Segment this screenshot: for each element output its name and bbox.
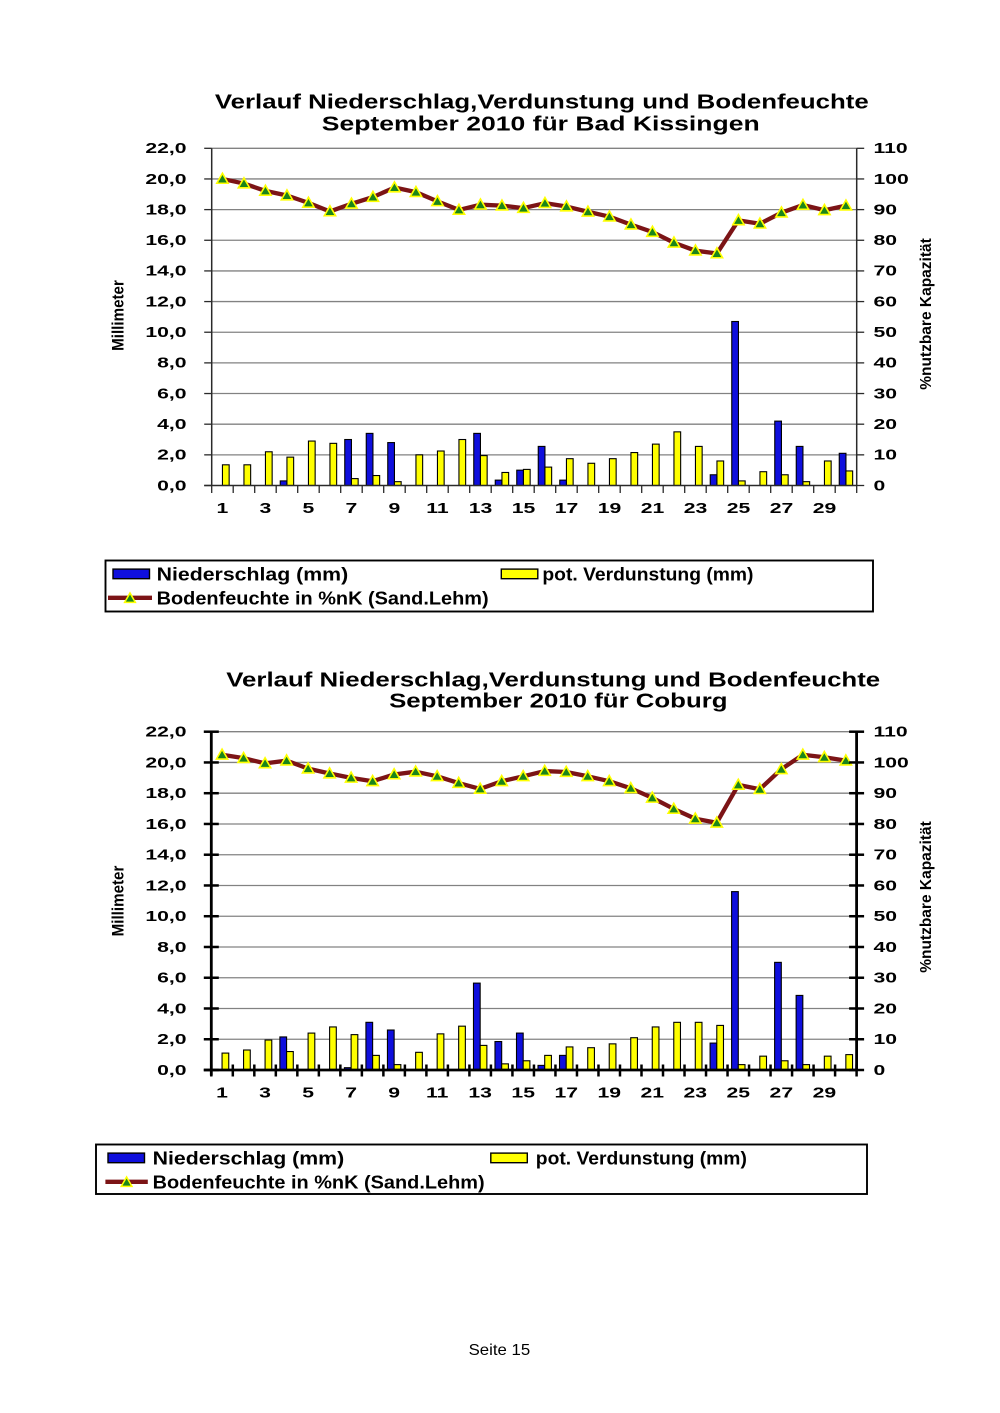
svg-text:16,0: 16,0 (145, 816, 186, 832)
svg-text:50: 50 (874, 324, 898, 340)
svg-text:40: 40 (874, 939, 898, 955)
svg-text:4,0: 4,0 (157, 1001, 186, 1017)
svg-text:September 2010 für Coburg: September 2010 für Coburg (389, 689, 727, 712)
svg-text:14,0: 14,0 (145, 263, 186, 279)
svg-text:23: 23 (684, 500, 708, 516)
svg-text:11: 11 (426, 1085, 448, 1101)
svg-text:29: 29 (813, 500, 837, 516)
svg-text:21: 21 (640, 1085, 664, 1101)
svg-text:50: 50 (874, 908, 898, 924)
svg-text:110: 110 (874, 724, 908, 740)
svg-text:12,0: 12,0 (145, 877, 186, 893)
svg-text:0: 0 (874, 478, 886, 494)
svg-text:0,0: 0,0 (157, 478, 186, 494)
svg-text:%nutzbare Kapazität: %nutzbare Kapazität (918, 821, 935, 973)
svg-text:2,0: 2,0 (157, 1031, 186, 1047)
svg-text:Bodenfeuchte in %nK (Sand.Lehm: Bodenfeuchte in %nK (Sand.Lehm) (153, 1173, 485, 1193)
svg-text:Verlauf Niederschlag,Verdunstu: Verlauf Niederschlag,Verdunstung und Bod… (226, 668, 880, 691)
svg-text:4,0: 4,0 (157, 416, 186, 432)
svg-text:10,0: 10,0 (145, 908, 186, 924)
svg-text:Millimeter: Millimeter (110, 866, 128, 937)
svg-text:Verlauf Niederschlag,Verdunstu: Verlauf Niederschlag,Verdunstung und Bod… (215, 90, 869, 113)
svg-text:60: 60 (874, 877, 898, 893)
svg-text:14,0: 14,0 (145, 847, 186, 863)
svg-text:16,0: 16,0 (145, 232, 186, 248)
svg-text:20,0: 20,0 (145, 171, 186, 187)
svg-text:pot. Verdunstung (mm): pot. Verdunstung (mm) (536, 1148, 747, 1168)
svg-text:7: 7 (345, 1085, 357, 1101)
svg-text:17: 17 (555, 500, 579, 516)
svg-text:10: 10 (874, 1031, 898, 1047)
svg-text:3: 3 (259, 1085, 271, 1101)
svg-text:40: 40 (874, 355, 898, 371)
svg-text:Niederschlag (mm): Niederschlag (mm) (157, 565, 349, 585)
svg-text:21: 21 (641, 500, 665, 516)
svg-text:1: 1 (217, 500, 229, 516)
svg-text:10,0: 10,0 (145, 324, 186, 340)
svg-text:90: 90 (874, 785, 898, 801)
svg-text:Bodenfeuchte in %nK (Sand.Lehm: Bodenfeuchte in %nK (Sand.Lehm) (157, 589, 489, 609)
svg-text:30: 30 (874, 970, 898, 986)
svg-text:8,0: 8,0 (157, 939, 186, 955)
svg-text:9: 9 (388, 1085, 400, 1101)
svg-text:Niederschlag (mm): Niederschlag (mm) (153, 1149, 345, 1169)
svg-text:5: 5 (303, 500, 315, 516)
svg-text:15: 15 (512, 500, 536, 516)
svg-text:pot. Verdunstung (mm): pot. Verdunstung (mm) (542, 564, 753, 584)
svg-text:2,0: 2,0 (157, 447, 186, 463)
svg-text:22,0: 22,0 (145, 140, 186, 156)
svg-text:19: 19 (597, 1085, 621, 1101)
svg-text:20: 20 (874, 416, 898, 432)
svg-text:25: 25 (727, 500, 751, 516)
svg-text:27: 27 (770, 500, 794, 516)
svg-text:25: 25 (727, 1085, 751, 1101)
svg-text:12,0: 12,0 (145, 294, 186, 310)
svg-text:60: 60 (874, 294, 898, 310)
svg-text:0: 0 (874, 1062, 886, 1078)
svg-text:20,0: 20,0 (145, 754, 186, 770)
svg-text:20: 20 (874, 1001, 898, 1017)
svg-text:27: 27 (770, 1085, 794, 1101)
svg-text:%nutzbare Kapazität: %nutzbare Kapazität (918, 238, 935, 390)
svg-text:18,0: 18,0 (145, 202, 186, 218)
svg-text:29: 29 (813, 1085, 837, 1101)
svg-text:30: 30 (874, 386, 898, 402)
svg-text:0,0: 0,0 (157, 1062, 186, 1078)
svg-text:11: 11 (426, 500, 448, 516)
svg-text:19: 19 (598, 500, 622, 516)
svg-text:15: 15 (511, 1085, 535, 1101)
svg-text:18,0: 18,0 (145, 785, 186, 801)
svg-text:Millimeter: Millimeter (110, 280, 128, 351)
svg-text:70: 70 (874, 263, 898, 279)
svg-text:September 2010 für Bad Kissin: September 2010 für Bad Kissingen (322, 113, 760, 135)
svg-text:22,0: 22,0 (145, 724, 186, 740)
svg-text:80: 80 (874, 232, 898, 248)
svg-text:1: 1 (216, 1085, 228, 1101)
svg-text:6,0: 6,0 (157, 386, 186, 402)
svg-text:Seite 15: Seite 15 (469, 1341, 531, 1359)
svg-text:110: 110 (874, 140, 908, 156)
svg-text:100: 100 (874, 171, 909, 187)
svg-text:13: 13 (468, 1085, 492, 1101)
svg-text:17: 17 (554, 1085, 578, 1101)
svg-text:23: 23 (684, 1085, 708, 1101)
svg-text:10: 10 (874, 447, 898, 463)
svg-text:8,0: 8,0 (157, 355, 186, 371)
svg-text:13: 13 (469, 500, 493, 516)
svg-text:100: 100 (874, 754, 909, 770)
svg-text:6,0: 6,0 (157, 970, 186, 986)
svg-text:9: 9 (389, 500, 401, 516)
svg-text:90: 90 (874, 202, 898, 218)
svg-text:3: 3 (260, 500, 272, 516)
svg-text:70: 70 (874, 847, 898, 863)
svg-text:7: 7 (346, 500, 358, 516)
svg-text:80: 80 (874, 816, 898, 832)
svg-text:5: 5 (302, 1085, 314, 1101)
